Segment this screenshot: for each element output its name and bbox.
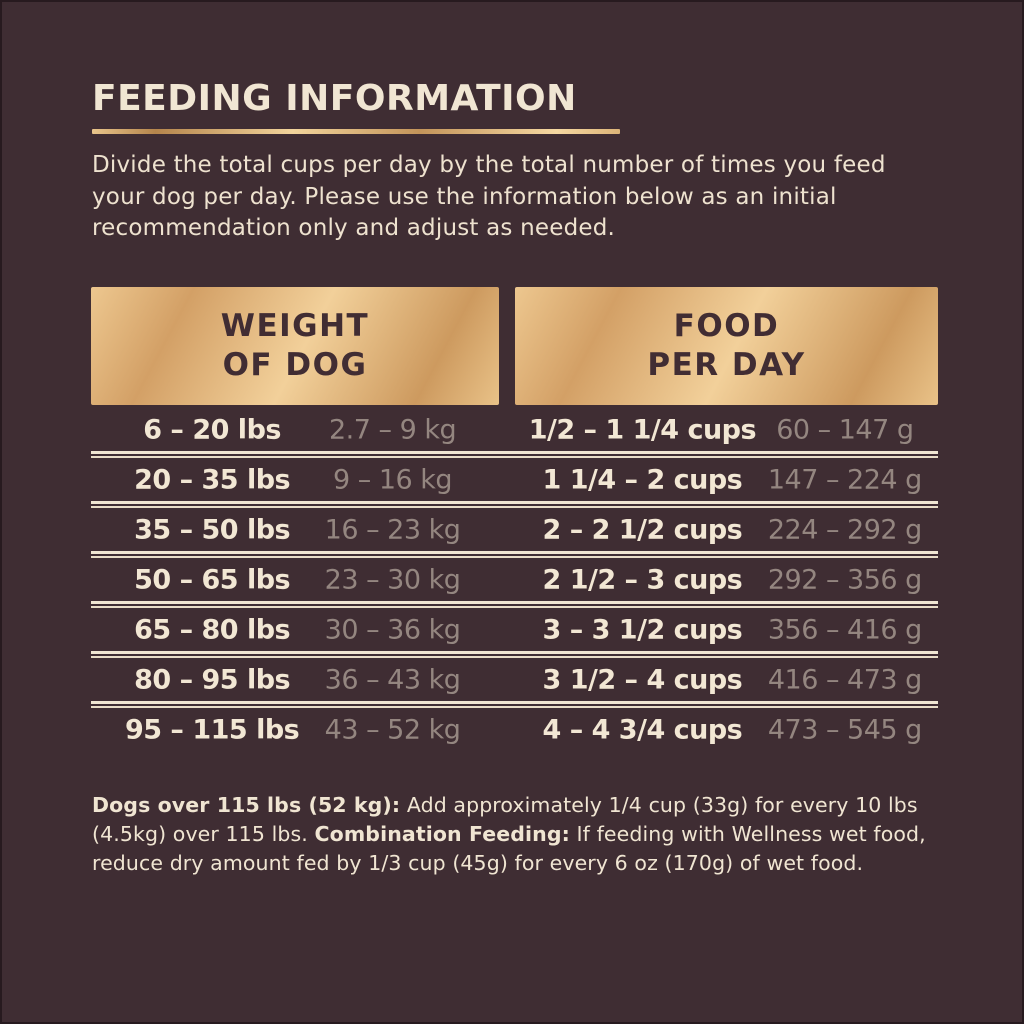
footnote-body-2: If feeding with Wellness wet food, reduc… — [92, 822, 926, 875]
weight-kg: 43 – 52 kg — [324, 714, 461, 745]
food-grams: 473 – 545 g — [767, 714, 922, 745]
footnote-label-combination-feeding: Combination Feeding: — [314, 822, 570, 846]
row-divider — [91, 551, 938, 558]
footnote-label-dogs-over: Dogs over 115 lbs (52 kg): — [92, 793, 401, 817]
row-divider — [91, 701, 938, 708]
food-grams: 224 – 292 g — [767, 514, 922, 545]
column-header-food-per-day: FOOD PER DAY — [515, 287, 938, 405]
table-row: 20 – 35 lbs 9 – 16 kg 1 1/4 – 2 cups 147… — [91, 458, 938, 501]
intro-text: Divide the total cups per day by the tot… — [92, 152, 886, 241]
row-divider — [91, 451, 938, 458]
weight-lbs: 6 – 20 lbs — [143, 414, 281, 445]
weight-lbs: 50 – 65 lbs — [134, 564, 291, 595]
page-title: FEEDING INFORMATION — [92, 78, 577, 119]
food-cups: 2 – 2 1/2 cups — [542, 514, 743, 545]
table-row: 80 – 95 lbs 36 – 43 kg 3 1/2 – 4 cups 41… — [91, 658, 938, 701]
weight-kg: 23 – 30 kg — [324, 564, 461, 595]
food-cups: 3 1/2 – 4 cups — [542, 664, 743, 695]
food-grams: 416 – 473 g — [767, 664, 922, 695]
weight-lbs: 65 – 80 lbs — [134, 614, 291, 645]
weight-kg: 9 – 16 kg — [333, 464, 453, 495]
food-cups: 2 1/2 – 3 cups — [542, 564, 743, 595]
weight-lbs: 35 – 50 lbs — [134, 514, 291, 545]
table-row: 50 – 65 lbs 23 – 30 kg 2 1/2 – 3 cups 29… — [91, 558, 938, 601]
table-row: 95 – 115 lbs 43 – 52 kg 4 – 4 3/4 cups 4… — [91, 708, 938, 751]
food-header-line2: PER DAY — [647, 347, 806, 383]
food-grams: 147 – 224 g — [767, 464, 922, 495]
food-cups: 4 – 4 3/4 cups — [542, 714, 743, 745]
food-grams: 292 – 356 g — [767, 564, 922, 595]
footnote-body-1: Add approximately 1/4 cup (33g) for ever… — [92, 793, 918, 846]
weight-kg: 16 – 23 kg — [324, 514, 461, 545]
feeding-table: WEIGHT OF DOG FOOD PER DAY 6 – 20 lbs 2.… — [91, 287, 938, 751]
table-row: 65 – 80 lbs 30 – 36 kg 3 – 3 1/2 cups 35… — [91, 608, 938, 651]
table-row: 35 – 50 lbs 16 – 23 kg 2 – 2 1/2 cups 22… — [91, 508, 938, 551]
row-divider — [91, 601, 938, 608]
weight-header-line1: WEIGHT — [220, 308, 370, 344]
footnote-text: Dogs over 115 lbs (52 kg): Add approxima… — [92, 791, 942, 878]
food-cups: 3 – 3 1/2 cups — [542, 614, 743, 645]
food-header-line1: FOOD — [673, 308, 780, 344]
column-header-weight-of-dog: WEIGHT OF DOG — [91, 287, 499, 405]
table-row: 6 – 20 lbs 2.7 – 9 kg 1/2 – 1 1/4 cups 6… — [91, 408, 938, 451]
weight-lbs: 20 – 35 lbs — [134, 464, 291, 495]
food-cups: 1 1/4 – 2 cups — [542, 464, 743, 495]
food-grams: 356 – 416 g — [767, 614, 922, 645]
table-body: 6 – 20 lbs 2.7 – 9 kg 1/2 – 1 1/4 cups 6… — [91, 408, 938, 751]
weight-header-line2: OF DOG — [222, 347, 368, 383]
gold-divider-rule — [92, 129, 620, 134]
table-header-row: WEIGHT OF DOG FOOD PER DAY — [91, 287, 938, 405]
weight-kg: 2.7 – 9 kg — [328, 414, 457, 445]
weight-kg: 36 – 43 kg — [324, 664, 461, 695]
food-cups: 1/2 – 1 1/4 cups — [528, 414, 757, 445]
weight-kg: 30 – 36 kg — [324, 614, 461, 645]
row-divider — [91, 651, 938, 658]
column-header-weight-label: WEIGHT OF DOG — [221, 307, 369, 385]
weight-lbs: 80 – 95 lbs — [134, 664, 291, 695]
food-grams: 60 – 147 g — [776, 414, 914, 445]
weight-lbs: 95 – 115 lbs — [124, 714, 300, 745]
row-divider — [91, 501, 938, 508]
column-header-food-label: FOOD PER DAY — [647, 307, 805, 385]
